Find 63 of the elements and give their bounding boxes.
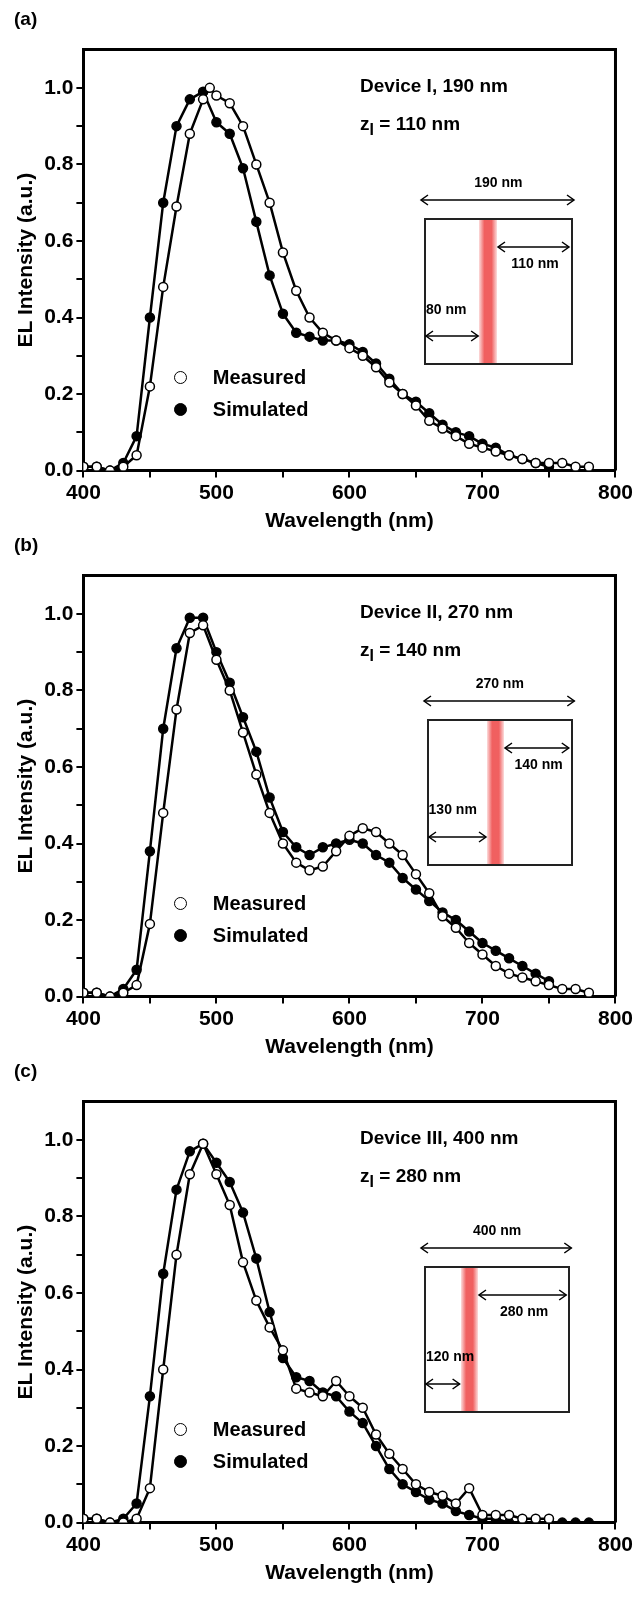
y-tick-label: 0.4 [44, 1356, 74, 1380]
y-tick-label: 0.4 [44, 304, 74, 328]
x-tick-label: 400 [65, 480, 101, 503]
y-tick-label: 0.8 [44, 1203, 74, 1227]
annotation: z$_{I}$ = 140 nm [360, 638, 462, 665]
annotation: 400 nm [471, 1221, 523, 1238]
y-tick-label: 0.6 [44, 227, 74, 251]
annotation: Device III, 400 nm [360, 1126, 519, 1149]
y-axis-title: EL Intensity (a.u.) [13, 1224, 37, 1400]
annotation: 190 nm [473, 174, 524, 190]
y-tick-label: 0.0 [44, 1509, 74, 1533]
annotation: 140 nm [513, 755, 564, 772]
x-tick-label: 700 [464, 1532, 500, 1555]
x-tick-label: 600 [331, 1532, 367, 1555]
x-axis-title: Wavelength (nm) [265, 1560, 434, 1584]
y-tick-label: 1.0 [44, 1126, 74, 1150]
annotation: 80 nm [425, 300, 467, 317]
y-tick-label: 0.0 [44, 983, 74, 1007]
x-tick-label: 400 [65, 1532, 101, 1555]
y-tick-label: 0.2 [44, 906, 74, 930]
annotation: 280 nm [499, 1302, 550, 1319]
y-tick-label: 0.2 [44, 1432, 74, 1456]
y-axis-title: EL Intensity (a.u.) [13, 698, 37, 874]
x-tick-label: 400 [65, 1006, 101, 1029]
legend-label: Simulated [212, 923, 309, 947]
y-tick-label: 0.8 [44, 677, 74, 701]
legend-label: Measured [212, 891, 307, 915]
x-axis-title: Wavelength (nm) [265, 508, 434, 532]
annotation: Device II, 270 nm [360, 600, 514, 623]
legend-label: Simulated [212, 1449, 309, 1473]
legend-label: Measured [212, 365, 307, 389]
y-tick-label: 0.8 [44, 151, 74, 175]
x-tick-label: 700 [464, 480, 500, 503]
y-tick-label: 0.0 [44, 457, 74, 481]
annotation: Device I, 190 nm [360, 74, 508, 97]
annotation: 110 nm [510, 254, 560, 271]
x-tick-label: 700 [464, 1006, 500, 1029]
y-tick-label: 0.6 [44, 753, 74, 777]
x-tick-label: 800 [597, 1006, 633, 1029]
y-tick-label: 1.0 [44, 600, 74, 624]
x-tick-label: 800 [597, 1532, 633, 1555]
chart-title: (a) [13, 8, 39, 31]
x-tick-label: 600 [331, 1006, 367, 1029]
x-axis-title: Wavelength (nm) [265, 1034, 434, 1058]
x-tick-label: 500 [198, 1006, 234, 1029]
y-tick-label: 1.0 [44, 74, 74, 98]
annotation: z$_{I}$ = 280 nm [360, 1164, 462, 1191]
annotation: 270 nm [474, 674, 525, 691]
x-tick-label: 500 [198, 1532, 234, 1555]
y-tick-label: 0.6 [44, 1279, 74, 1303]
x-tick-label: 600 [331, 480, 367, 503]
chart-title: (c) [13, 1060, 39, 1083]
x-tick-label: 800 [597, 480, 633, 503]
y-axis-title: EL Intensity (a.u.) [13, 172, 37, 348]
chart-title: (b) [13, 534, 40, 557]
annotation: z$_{I}$ = 110 nm [360, 112, 461, 139]
legend-label: Measured [212, 1417, 307, 1441]
legend-label: Simulated [212, 397, 309, 421]
y-tick-label: 0.4 [44, 830, 74, 854]
annotation: 130 nm [428, 801, 477, 818]
x-tick-label: 500 [198, 480, 234, 503]
annotation: 120 nm [425, 1348, 475, 1365]
y-tick-label: 0.2 [44, 380, 74, 404]
